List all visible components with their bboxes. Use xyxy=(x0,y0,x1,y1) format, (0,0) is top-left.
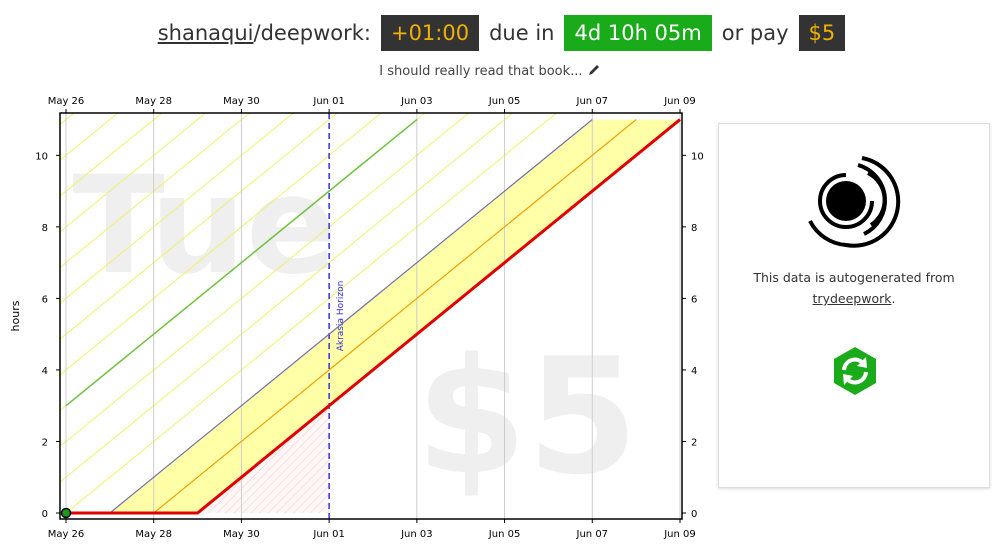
guide-line xyxy=(60,113,593,514)
y-tick-label: 6 xyxy=(42,294,48,305)
guide-line xyxy=(60,113,593,514)
y-tick-label: 4 xyxy=(42,366,48,377)
x-tick-label: May 28 xyxy=(135,529,172,540)
pledge-badge: $5 xyxy=(798,15,846,51)
y-tick-label-right: 4 xyxy=(691,366,697,377)
x-tick-label: May 26 xyxy=(48,529,85,540)
x-tick-label: Jun 09 xyxy=(663,529,696,540)
x-tick-label-top: Jun 01 xyxy=(312,96,345,107)
x-tick-label-top: Jun 07 xyxy=(576,96,609,107)
refresh-button[interactable] xyxy=(830,346,880,396)
description-text: I should really read that book... xyxy=(379,64,583,79)
guide-line xyxy=(60,113,593,514)
x-tick-label: Jun 05 xyxy=(488,529,521,540)
x-tick-label-top: May 30 xyxy=(223,96,260,107)
user-link[interactable]: shanaqui xyxy=(157,21,254,45)
watermark-pledge: $5 xyxy=(416,323,639,510)
watermark-day: Tue xyxy=(73,147,338,304)
plot-frame xyxy=(59,112,683,520)
series-line xyxy=(109,119,593,514)
x-tick-label: Jun 03 xyxy=(400,529,433,540)
panel-period: . xyxy=(891,291,896,306)
x-tick-label: Jun 07 xyxy=(576,529,609,540)
safety-badge: +01:00 xyxy=(380,15,480,51)
series-line xyxy=(65,118,418,407)
series-line xyxy=(153,119,637,514)
y-tick-label: 10 xyxy=(35,151,48,162)
y-tick-label-right: 6 xyxy=(691,294,697,305)
pay-label: or pay xyxy=(721,21,789,45)
y-tick-label-right: 8 xyxy=(691,223,697,234)
panel-link-line: trydeepwork. xyxy=(719,291,989,306)
datapoint xyxy=(60,507,72,519)
y-tick-label: 8 xyxy=(42,223,48,234)
panel-link[interactable]: trydeepwork xyxy=(812,291,892,306)
guide-line xyxy=(680,0,712,513)
due-badge: 4d 10h 05m xyxy=(564,15,712,51)
y-tick-label-right: 0 xyxy=(691,509,697,520)
x-tick-label-top: May 26 xyxy=(48,96,85,107)
logo xyxy=(808,156,901,248)
horizon-label: Akrasia Horizon xyxy=(336,281,346,352)
x-tick-label-top: May 28 xyxy=(135,96,172,107)
x-tick-label-top: Jun 09 xyxy=(663,96,696,107)
series-line xyxy=(66,118,681,515)
y-tick-label-right: 10 xyxy=(691,151,704,162)
due-label: due in xyxy=(489,21,555,45)
guide-line xyxy=(60,113,593,514)
y-axis-label: hours xyxy=(9,300,22,331)
x-tick-label-top: Jun 03 xyxy=(400,96,433,107)
goal-name: /deepwork: xyxy=(253,21,371,45)
chart: Tue $5 May 26 May 26 May 28 May 28 May 30 May 3… xyxy=(9,0,712,540)
header: shanaqui/deepwork: +01:00 due in 4d 10h … xyxy=(0,12,1003,54)
description: I should really read that book... xyxy=(0,63,980,79)
guide-line xyxy=(60,113,593,514)
x-tick-label: May 30 xyxy=(223,529,260,540)
x-tick-label: Jun 01 xyxy=(312,529,345,540)
y-tick-label: 0 xyxy=(42,509,48,520)
y-tick-label: 2 xyxy=(42,437,48,448)
x-tick-label-top: Jun 05 xyxy=(488,96,521,107)
panel-text: This data is autogenerated from xyxy=(753,270,955,285)
edit-icon[interactable] xyxy=(587,63,601,77)
y-tick-label-right: 2 xyxy=(691,437,697,448)
info-card: This data is autogenerated from trydeepw… xyxy=(718,123,990,488)
guide-line xyxy=(65,113,593,514)
goal-title: shanaqui/deepwork: xyxy=(158,21,371,45)
